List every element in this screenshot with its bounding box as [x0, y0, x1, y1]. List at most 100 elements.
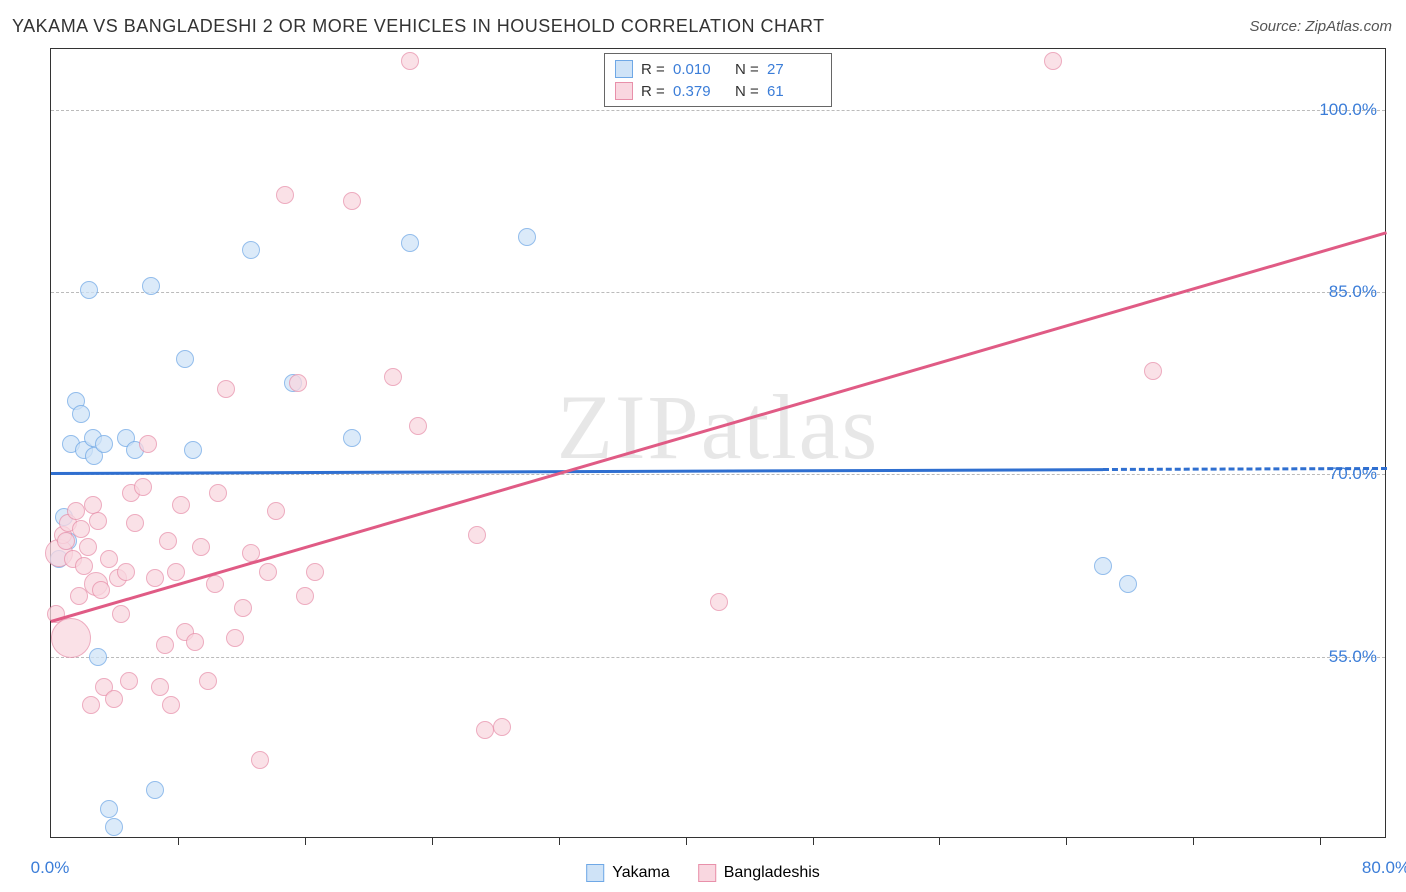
x-tick	[939, 837, 940, 845]
data-point	[126, 514, 144, 532]
stats-legend-row: R = 0.379 N = 61	[615, 80, 821, 102]
chart-container: YAKAMA VS BANGLADESHI 2 OR MORE VEHICLES…	[8, 8, 1398, 884]
data-point	[100, 800, 118, 818]
x-tick	[432, 837, 433, 845]
n-label: N =	[735, 83, 759, 100]
data-point	[468, 526, 486, 544]
data-point	[51, 618, 91, 658]
data-point	[234, 599, 252, 617]
data-point	[217, 380, 235, 398]
data-point	[186, 633, 204, 651]
data-point	[401, 234, 419, 252]
y-tick-label: 85.0%	[1329, 282, 1377, 302]
x-tick-label: 80.0%	[1362, 858, 1406, 878]
data-point	[167, 563, 185, 581]
data-point	[384, 368, 402, 386]
data-point	[176, 350, 194, 368]
n-value: 27	[767, 61, 821, 78]
data-point	[142, 277, 160, 295]
gridline	[51, 474, 1385, 475]
plot-area: ZIPatlas R =0.010N =27R =0.379N =61 55.0…	[50, 48, 1386, 838]
n-value: 61	[767, 83, 821, 100]
r-label: R =	[641, 61, 665, 78]
data-point	[146, 781, 164, 799]
data-point	[343, 192, 361, 210]
n-label: N =	[735, 61, 759, 78]
data-point	[296, 587, 314, 605]
x-tick	[813, 837, 814, 845]
chart-header: YAKAMA VS BANGLADESHI 2 OR MORE VEHICLES…	[12, 12, 1392, 40]
data-point	[82, 696, 100, 714]
data-point	[343, 429, 361, 447]
data-point	[172, 496, 190, 514]
data-point	[409, 417, 427, 435]
data-point	[1094, 557, 1112, 575]
x-tick	[1066, 837, 1067, 845]
series-legend: Yakama Bangladeshis	[586, 864, 820, 882]
data-point	[226, 629, 244, 647]
r-value: 0.010	[673, 61, 727, 78]
data-point	[267, 502, 285, 520]
data-point	[92, 581, 110, 599]
data-point	[476, 721, 494, 739]
data-point	[259, 563, 277, 581]
y-tick-label: 55.0%	[1329, 647, 1377, 667]
data-point	[156, 636, 174, 654]
data-point	[80, 281, 98, 299]
x-tick	[178, 837, 179, 845]
data-point	[146, 569, 164, 587]
chart-title: YAKAMA VS BANGLADESHI 2 OR MORE VEHICLES…	[12, 16, 825, 37]
legend-label: Yakama	[612, 864, 670, 882]
x-tick	[1193, 837, 1194, 845]
data-point	[162, 696, 180, 714]
x-tick	[559, 837, 560, 845]
data-point	[79, 538, 97, 556]
data-point	[120, 672, 138, 690]
data-point	[206, 575, 224, 593]
series-swatch	[698, 864, 716, 882]
data-point	[306, 563, 324, 581]
data-point	[518, 228, 536, 246]
data-point	[112, 605, 130, 623]
data-point	[242, 241, 260, 259]
data-point	[67, 502, 85, 520]
data-point	[199, 672, 217, 690]
r-value: 0.379	[673, 83, 727, 100]
data-point	[139, 435, 157, 453]
data-point	[251, 751, 269, 769]
data-point	[1119, 575, 1137, 593]
series-swatch	[615, 60, 633, 78]
stats-legend-row: R = 0.010 N = 27	[615, 58, 821, 80]
legend-item: Bangladeshis	[698, 864, 820, 882]
data-point	[72, 520, 90, 538]
x-tick	[305, 837, 306, 845]
series-swatch	[586, 864, 604, 882]
data-point	[105, 818, 123, 836]
x-tick	[1320, 837, 1321, 845]
data-point	[710, 593, 728, 611]
gridline	[51, 657, 1385, 658]
data-point	[151, 678, 169, 696]
legend-label: Bangladeshis	[724, 864, 820, 882]
data-point	[105, 690, 123, 708]
data-point	[57, 532, 75, 550]
data-point	[493, 718, 511, 736]
stats-legend: R = 0.010 N = 27 R = 0.379 N = 61	[604, 53, 832, 107]
x-tick	[686, 837, 687, 845]
data-point	[192, 538, 210, 556]
trend-line	[51, 231, 1388, 623]
data-point	[100, 550, 118, 568]
data-point	[401, 52, 419, 70]
gridline	[51, 110, 1385, 111]
r-label: R =	[641, 83, 665, 100]
data-point	[117, 563, 135, 581]
y-tick-label: 100.0%	[1319, 100, 1377, 120]
data-point	[134, 478, 152, 496]
series-swatch	[615, 82, 633, 100]
data-point	[184, 441, 202, 459]
data-point	[289, 374, 307, 392]
x-tick-label: 0.0%	[31, 858, 70, 878]
data-point	[1144, 362, 1162, 380]
data-point	[89, 512, 107, 530]
data-point	[95, 435, 113, 453]
